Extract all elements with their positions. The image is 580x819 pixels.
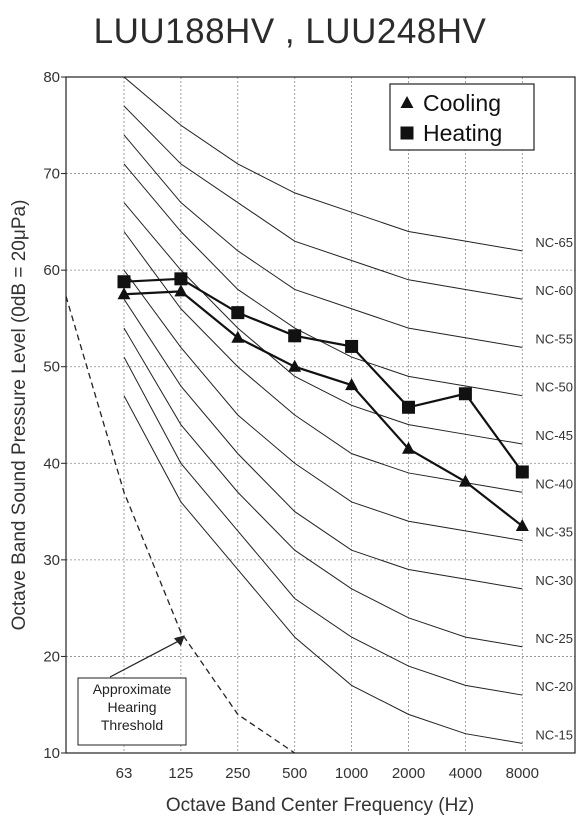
annotation-arrow-line	[109, 638, 183, 678]
y-tick-label-20: 20	[43, 648, 60, 665]
nc-curve-nc-50	[123, 163, 523, 397]
point-cooling-63	[117, 287, 131, 300]
hearing-threshold-layer	[65, 296, 296, 754]
point-heating-125	[174, 272, 188, 286]
point-heating-500	[288, 329, 302, 343]
plot-frame	[65, 76, 576, 754]
point-heating-8000	[515, 465, 529, 479]
y-tick-label-70: 70	[43, 166, 60, 183]
nc-curve-nc-65	[123, 76, 523, 252]
legend-label-cooling: Cooling	[423, 90, 501, 116]
nc-label-nc-60: NC-60	[535, 283, 573, 298]
axis-layer: 10 20 30 40 50 60 70 80 63 125 250 500 1000 2000 4000 8…	[9, 69, 576, 816]
point-heating-4000	[458, 387, 472, 401]
nc-label-nc-15: NC-15	[535, 727, 573, 742]
point-heating-2000	[402, 400, 415, 414]
grid-layer	[66, 77, 575, 753]
nc-curve-nc-15	[123, 395, 523, 744]
nc-curve-nc-40	[123, 231, 523, 493]
x-tick-label-4000: 4000	[449, 765, 482, 782]
chart-title: LUU188HV , LUU248HV	[93, 12, 487, 51]
series-layer	[117, 272, 529, 532]
series-heating	[117, 272, 529, 479]
nc-curve-nc-35	[123, 269, 523, 542]
x-tick-label-1000: 1000	[335, 765, 368, 782]
nc-curve-nc-20	[123, 356, 523, 696]
hearing-threshold-line	[65, 296, 296, 754]
x-axis-label: Octave Band Center Frequency (Hz)	[166, 795, 474, 816]
annotation-layer: Approximate Hearing Threshold	[77, 635, 187, 746]
series-cooling	[117, 284, 529, 532]
legend-label-heating: Heating	[423, 120, 502, 146]
point-cooling-125	[174, 284, 188, 297]
point-cooling-500	[288, 359, 302, 372]
nc-curve-nc-55	[123, 134, 523, 348]
point-heating-1000	[345, 339, 359, 353]
nc-curve-nc-25	[123, 327, 523, 648]
point-cooling-1000	[345, 378, 359, 391]
nc-label-nc-50: NC-50	[535, 380, 573, 395]
annotation-line-2: Hearing	[107, 699, 156, 715]
point-heating-63	[117, 275, 131, 289]
nc-label-nc-45: NC-45	[535, 428, 573, 443]
point-cooling-8000	[515, 519, 529, 532]
y-axis-label: Octave Band Sound Pressure Level (0dB = …	[9, 200, 30, 631]
x-tick-label-500: 500	[282, 765, 307, 782]
x-tick-label-63: 63	[116, 765, 133, 782]
legend-marker-heating	[400, 126, 414, 140]
nc-label-nc-65: NC-65	[535, 235, 573, 250]
y-tick-label-40: 40	[43, 455, 60, 472]
series-line-heating	[123, 277, 524, 473]
series-line-cooling	[123, 290, 523, 527]
point-cooling-250	[231, 330, 245, 343]
annotation-line-1: Approximate	[93, 681, 172, 697]
point-heating-250	[231, 306, 245, 320]
nc-label-nc-30: NC-30	[535, 573, 573, 588]
nc-curve-nc-45	[123, 202, 523, 445]
nc-label-nc-55: NC-55	[535, 331, 573, 346]
x-tick-label-8000: 8000	[506, 765, 539, 782]
y-tick-label-60: 60	[43, 262, 60, 279]
legend-marker-cooling	[400, 96, 414, 108]
nc-curve-nc-60	[123, 105, 523, 300]
point-cooling-4000	[458, 474, 472, 487]
legend: Cooling Heating	[389, 83, 535, 151]
nc-curve-nc-30	[123, 298, 523, 590]
legend-box	[389, 83, 535, 151]
annotation-arrow-head	[173, 635, 185, 647]
nc-label-nc-20: NC-20	[535, 679, 573, 694]
nc-curves-layer: NC-65 NC-60 NC-55 NC-50 NC-45 NC-40 NC-35 NC-30…	[123, 76, 573, 744]
annotation-line-3: Threshold	[101, 717, 163, 733]
annotation-box	[77, 677, 187, 746]
nc-label-nc-35: NC-35	[535, 525, 573, 540]
y-tick-label-50: 50	[43, 359, 60, 376]
x-tick-label-125: 125	[168, 765, 193, 782]
y-tick-label-10: 10	[43, 745, 60, 762]
point-cooling-2000	[402, 441, 415, 454]
y-tick-label-30: 30	[43, 552, 60, 569]
nc-label-nc-40: NC-40	[535, 476, 573, 491]
x-tick-label-2000: 2000	[392, 765, 425, 782]
x-tick-label-250: 250	[225, 765, 250, 782]
nc-label-nc-25: NC-25	[535, 631, 573, 646]
y-tick-label-80: 80	[43, 69, 60, 86]
